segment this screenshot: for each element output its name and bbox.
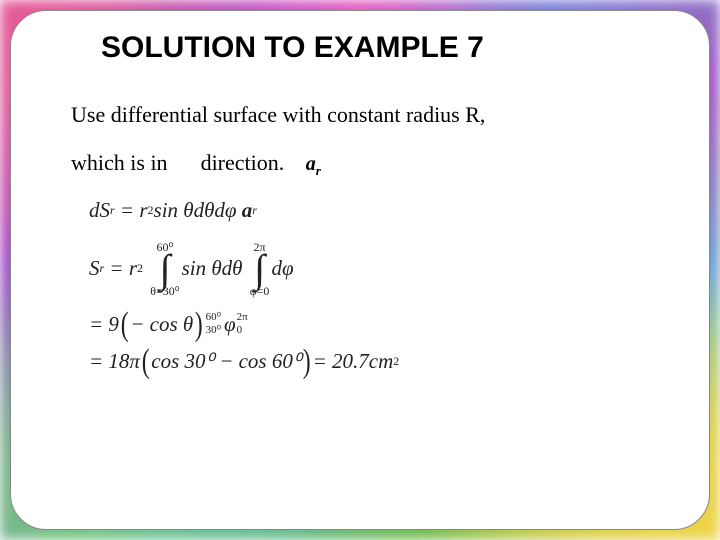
body-line-2b: direction. [201, 150, 285, 175]
eval-limits-phi: 2π 0 [237, 311, 248, 337]
equation-evaluated-1: = 9 ( − cos θ ) 60⁰ 30⁰ φ 2π 0 [89, 311, 659, 338]
slide-title: SOLUTION TO EXAMPLE 7 [101, 31, 659, 65]
math-block: dSr = r2 sin θdθdφ ar Sr = r2 60⁰ ∫ θ=30… [89, 198, 659, 375]
equation-result: = 18π ( cos 30⁰ − cos 60⁰ ) = 20.7 cm2 [89, 348, 659, 375]
equation-differential-surface: dSr = r2 sin θdθdφ ar [89, 198, 659, 223]
integral-phi: 2π ∫ φ=0 [250, 241, 270, 297]
content-card: SOLUTION TO EXAMPLE 7 Use differential s… [10, 10, 710, 530]
body-text: Use differential surface with constant r… [71, 91, 659, 188]
unit-vector-ar: ar [306, 153, 321, 175]
eval-limits-theta: 60⁰ 30⁰ [206, 311, 221, 337]
body-line-1: Use differential surface with constant r… [71, 102, 485, 127]
equation-integral: Sr = r2 60⁰ ∫ θ=30⁰ sin θdθ 2π ∫ φ=0 dφ [89, 241, 659, 297]
integral-theta: 60⁰ ∫ θ=30⁰ [150, 241, 179, 297]
body-line-2a: which is in [71, 150, 168, 175]
